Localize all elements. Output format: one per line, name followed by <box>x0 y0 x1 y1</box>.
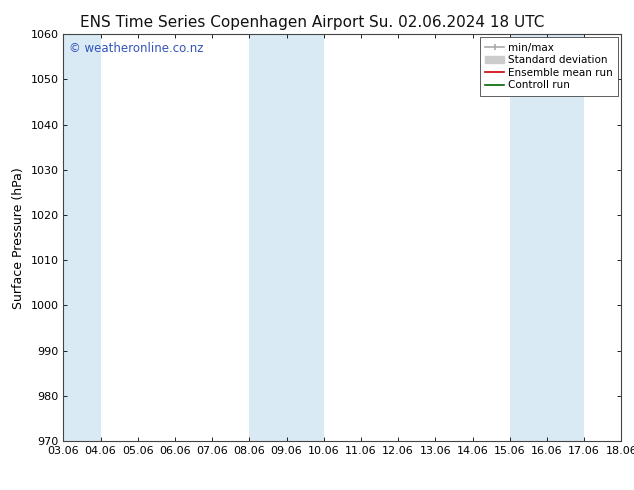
Bar <box>63 34 101 441</box>
Text: © weatheronline.co.nz: © weatheronline.co.nz <box>69 43 204 55</box>
Text: Su. 02.06.2024 18 UTC: Su. 02.06.2024 18 UTC <box>369 15 544 30</box>
Y-axis label: Surface Pressure (hPa): Surface Pressure (hPa) <box>12 167 25 309</box>
Legend: min/max, Standard deviation, Ensemble mean run, Controll run: min/max, Standard deviation, Ensemble me… <box>480 37 618 96</box>
Bar <box>510 34 584 441</box>
Text: ENS Time Series Copenhagen Airport: ENS Time Series Copenhagen Airport <box>80 15 364 30</box>
Bar <box>249 34 324 441</box>
